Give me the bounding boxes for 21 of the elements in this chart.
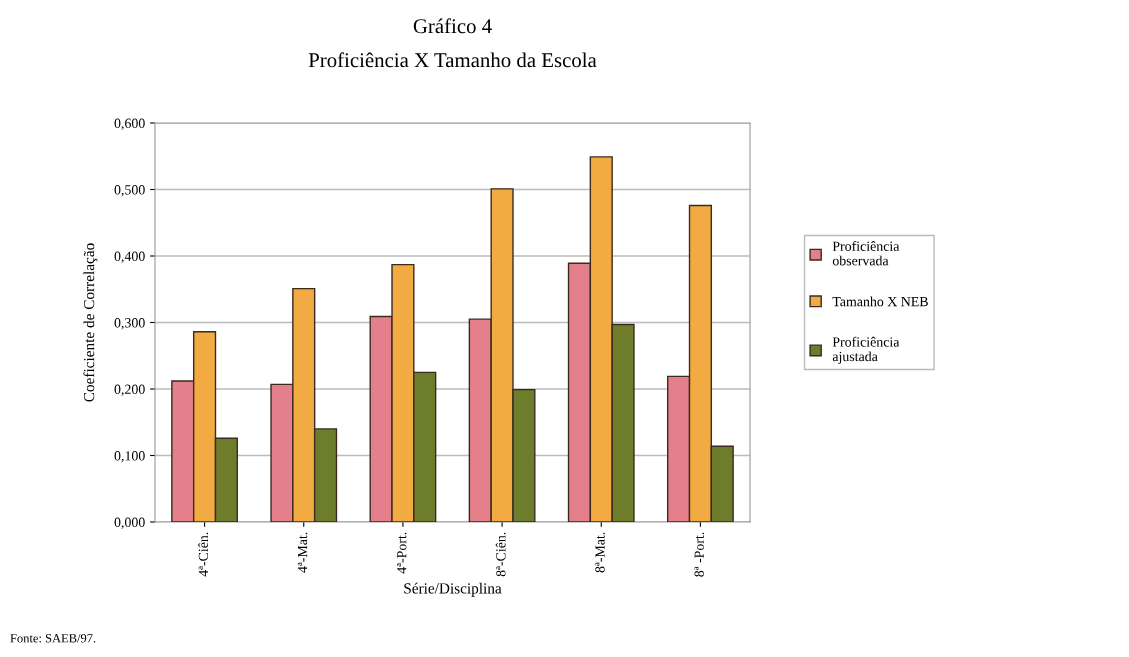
y-tick-label: 0,300 <box>114 318 145 330</box>
x-axis-title: Série/Disciplina <box>404 582 502 597</box>
x-tick-label: 4ª-Ciên. <box>198 532 209 577</box>
x-tick-label: 4ª-Port. <box>397 532 407 574</box>
legend-label: Proficiência ajustada <box>832 336 900 364</box>
y-tick-label: 0,100 <box>114 451 145 463</box>
source-note: Fonte: SAEB/97. <box>10 634 96 643</box>
y-tick-label: 0,500 <box>114 185 145 197</box>
x-tick-label: 8ª -Port. <box>694 532 704 577</box>
y-axis-title: Coeficiente de Correlação <box>83 243 98 402</box>
chart-title: Gráfico 4 <box>413 18 492 34</box>
x-tick-label: 4ª-Mat. <box>297 532 308 573</box>
y-tick-label: 0,000 <box>114 517 145 529</box>
legend-label: Proficiência observada <box>832 240 900 266</box>
y-tick-label: 0,400 <box>114 251 145 263</box>
chart-subtitle: Proficiência X Tamanho da Escola <box>308 52 597 68</box>
x-tick-label: 8ª-Mat. <box>595 532 605 573</box>
x-tick-label: 8ª-Ciên. <box>495 532 506 577</box>
legend-label: Tamanho X NEB <box>832 296 928 307</box>
y-tick-label: 0,600 <box>114 118 145 130</box>
y-tick-label: 0,200 <box>114 384 145 396</box>
